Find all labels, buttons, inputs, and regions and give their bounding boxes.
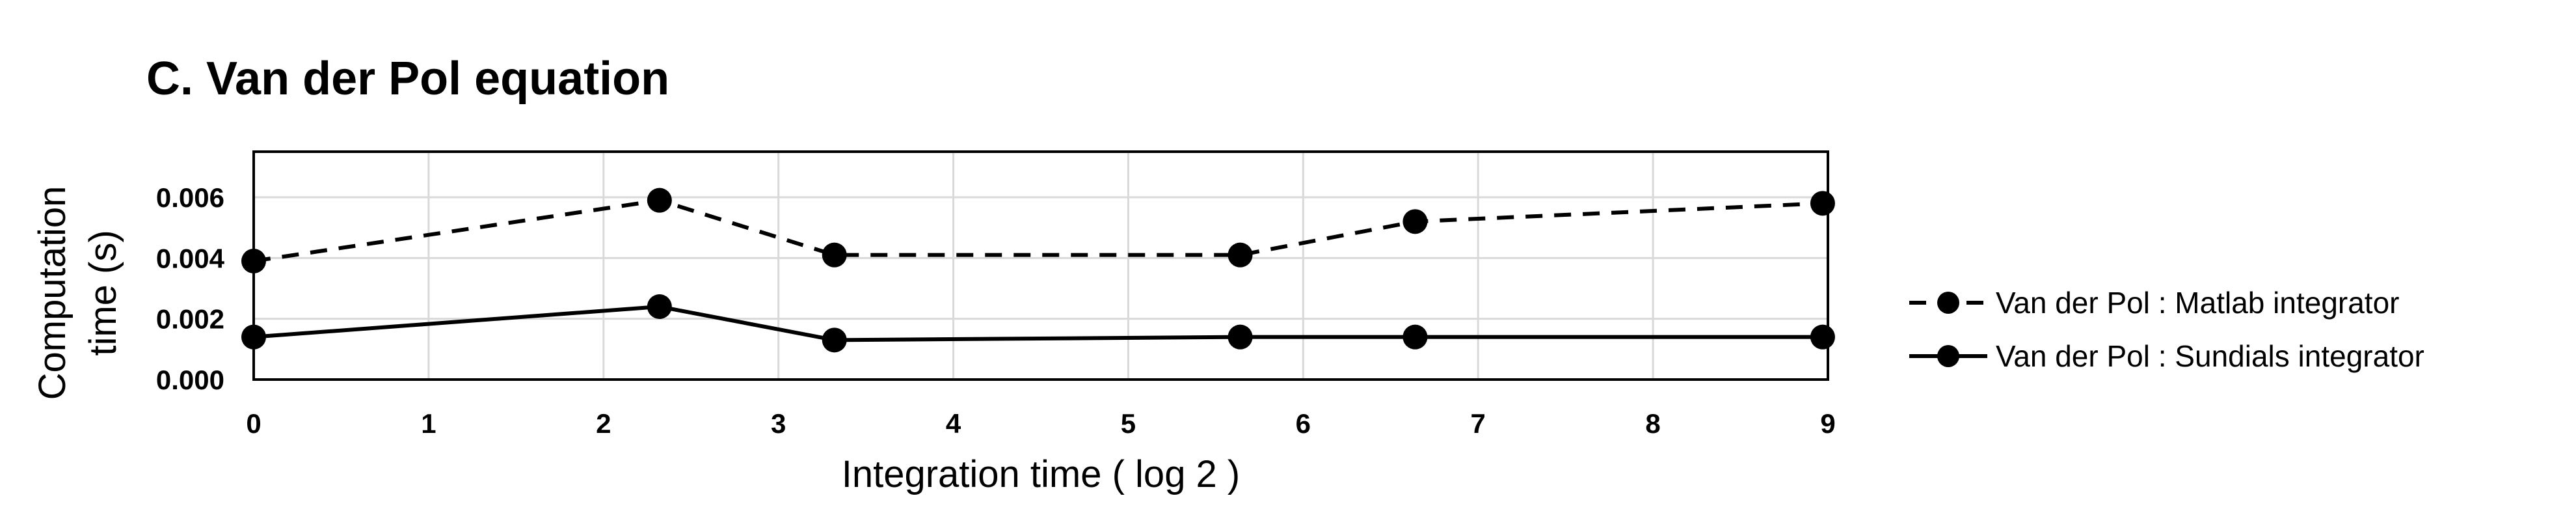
y-axis-title-line-1: Computation [31, 186, 74, 400]
x-tick-label: 5 [1121, 408, 1136, 439]
x-tick-label: 9 [1820, 408, 1835, 439]
series-0-point [1228, 242, 1253, 268]
series-1-point [1228, 324, 1253, 350]
legend-label-1: Van der Pol : Sundials integrator [1996, 339, 2424, 373]
x-tick-label: 1 [421, 408, 436, 439]
y-tick-label: 0.006 [156, 182, 224, 213]
gridlines [254, 152, 1828, 380]
y-tick-label: 0.002 [156, 304, 224, 335]
y-axis-title: Computation time (s) [31, 186, 124, 400]
x-tick-label: 6 [1296, 408, 1311, 439]
y-tick-label: 0.004 [156, 243, 225, 273]
series-0-point [822, 242, 847, 268]
x-tick-label: 7 [1471, 408, 1486, 439]
legend-label-0: Van der Pol : Matlab integrator [1996, 286, 2399, 320]
legend: Van der Pol : Matlab integrator Van der P… [1909, 286, 2424, 373]
series-1-point [1810, 324, 1835, 350]
series-1-point [822, 327, 847, 353]
chart-title: C. Van der Pol equation [146, 53, 669, 105]
series-line-0 [253, 198, 1823, 263]
legend-marker-0 [1937, 292, 1959, 314]
series-line-1 [253, 304, 1823, 342]
x-tick-label: 8 [1645, 408, 1660, 439]
legend-marker-1 [1937, 345, 1959, 367]
series-1-point [647, 294, 672, 319]
x-tick-labels: 0 1 2 3 4 5 6 7 8 9 [246, 408, 1835, 439]
x-tick-label: 0 [246, 408, 261, 439]
series-layer [241, 187, 1835, 353]
x-axis-title: Integration time ( log 2 ) [842, 453, 1241, 495]
x-tick-label: 3 [771, 408, 786, 439]
series-0-point [1402, 209, 1428, 234]
y-tick-label: 0.000 [156, 365, 224, 395]
series-1-point [1402, 324, 1428, 350]
y-tick-labels: 0.000 0.002 0.004 0.006 [156, 182, 225, 395]
series-0-point [647, 187, 672, 213]
plot-frame [252, 150, 1829, 381]
x-tick-label: 2 [596, 408, 611, 439]
x-tick-label: 4 [946, 408, 961, 439]
y-axis-title-line-2: time (s) [82, 230, 124, 355]
series-0-point [1810, 191, 1835, 216]
